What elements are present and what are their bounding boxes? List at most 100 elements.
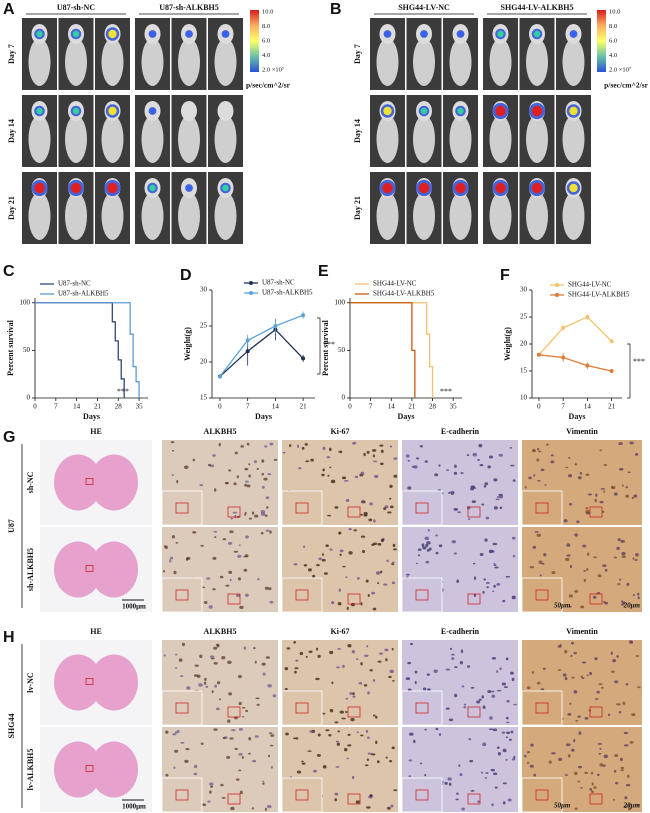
nucleus	[213, 530, 218, 533]
nucleus	[571, 641, 575, 645]
nucleus	[637, 592, 640, 596]
nucleus	[489, 716, 493, 720]
nucleus	[598, 752, 602, 755]
mouse-body	[214, 38, 237, 86]
nucleus	[352, 695, 356, 698]
nucleus	[585, 507, 589, 510]
nucleus	[628, 640, 633, 644]
nucleus	[198, 683, 203, 687]
legend-label: SHG44-LV-ALKBH5	[373, 290, 435, 298]
nucleus	[570, 564, 573, 569]
brain-left	[54, 541, 102, 598]
signal-inner	[70, 182, 82, 194]
nucleus	[201, 586, 206, 589]
colorbar-tick-label: 4.0	[262, 52, 270, 59]
column-header: E-cadherin	[441, 427, 480, 436]
nucleus	[550, 454, 554, 457]
nucleus	[512, 479, 516, 482]
nucleus	[295, 737, 299, 740]
nucleus	[293, 640, 297, 644]
signal-inner	[186, 31, 192, 37]
nucleus	[372, 679, 376, 682]
nucleus	[368, 518, 373, 522]
nucleus	[487, 465, 491, 469]
nucleus	[477, 800, 480, 803]
nucleus	[337, 730, 341, 733]
nucleus	[239, 605, 244, 610]
nucleus	[342, 664, 345, 668]
nucleus	[454, 464, 457, 468]
nucleus	[211, 690, 214, 694]
nucleus	[620, 769, 624, 772]
nucleus	[580, 786, 583, 789]
nucleus	[568, 594, 573, 598]
nucleus	[620, 766, 625, 770]
nucleus	[496, 670, 499, 673]
column-header: E-cadherin	[441, 627, 480, 636]
nucleus	[216, 681, 221, 685]
scale-label: 1000μm	[122, 803, 146, 811]
signal-inner	[418, 182, 430, 194]
nucleus	[499, 667, 502, 671]
nucleus	[607, 713, 611, 717]
nucleus	[282, 451, 286, 454]
nucleus	[219, 575, 224, 579]
nucleus	[512, 554, 516, 558]
nucleus	[614, 680, 619, 684]
inset	[401, 490, 443, 526]
mouse-body	[562, 38, 585, 86]
x-tick-label: 21	[608, 403, 616, 411]
nucleus	[427, 529, 430, 532]
legend-label: U87-sh-NC	[262, 279, 295, 287]
nucleus	[613, 492, 618, 496]
significance-bracket	[627, 343, 631, 399]
scale-label: 50μm	[554, 802, 571, 810]
nucleus	[193, 674, 199, 677]
nucleus	[354, 475, 359, 479]
x-axis-label: Days	[398, 412, 415, 421]
nucleus	[386, 806, 391, 810]
nucleus	[372, 607, 377, 611]
nucleus	[329, 708, 334, 713]
nucleus	[325, 729, 330, 732]
nucleus	[586, 552, 590, 556]
nucleus	[270, 766, 274, 769]
roi-box	[347, 506, 361, 518]
nucleus	[528, 476, 532, 480]
nucleus	[564, 676, 568, 681]
nucleus	[393, 457, 398, 460]
nucleus	[360, 535, 366, 538]
signal-inner	[455, 182, 466, 194]
nucleus	[336, 666, 340, 669]
mouse-body	[214, 192, 237, 240]
nucleus	[210, 657, 215, 660]
y-axis-label: Weight(g)	[183, 327, 192, 361]
mouse-body	[526, 38, 548, 86]
nucleus	[248, 463, 251, 466]
nucleus	[484, 776, 487, 780]
point	[536, 352, 541, 357]
y-tick-label: 100	[335, 298, 346, 306]
signal-inner	[531, 182, 543, 194]
mouse-body	[65, 38, 87, 86]
nucleus	[426, 673, 430, 676]
nucleus	[317, 654, 321, 658]
inset-roi	[535, 789, 549, 801]
nucleus	[567, 754, 571, 758]
nucleus	[468, 737, 472, 741]
nucleus	[334, 792, 339, 796]
nucleus	[619, 757, 623, 762]
nucleus	[327, 514, 332, 517]
nucleus	[339, 450, 343, 454]
x-tick-label: 0	[348, 403, 352, 411]
signal-inner	[72, 30, 80, 38]
nucleus	[505, 657, 509, 661]
nucleus	[243, 568, 248, 572]
nucleus	[343, 747, 348, 752]
nucleus	[335, 740, 339, 743]
group-label: SHG44-LV-NC	[398, 3, 450, 12]
nucleus	[337, 647, 341, 650]
brain-right	[90, 654, 138, 711]
nucleus	[498, 493, 503, 496]
signal-inner	[222, 184, 229, 192]
